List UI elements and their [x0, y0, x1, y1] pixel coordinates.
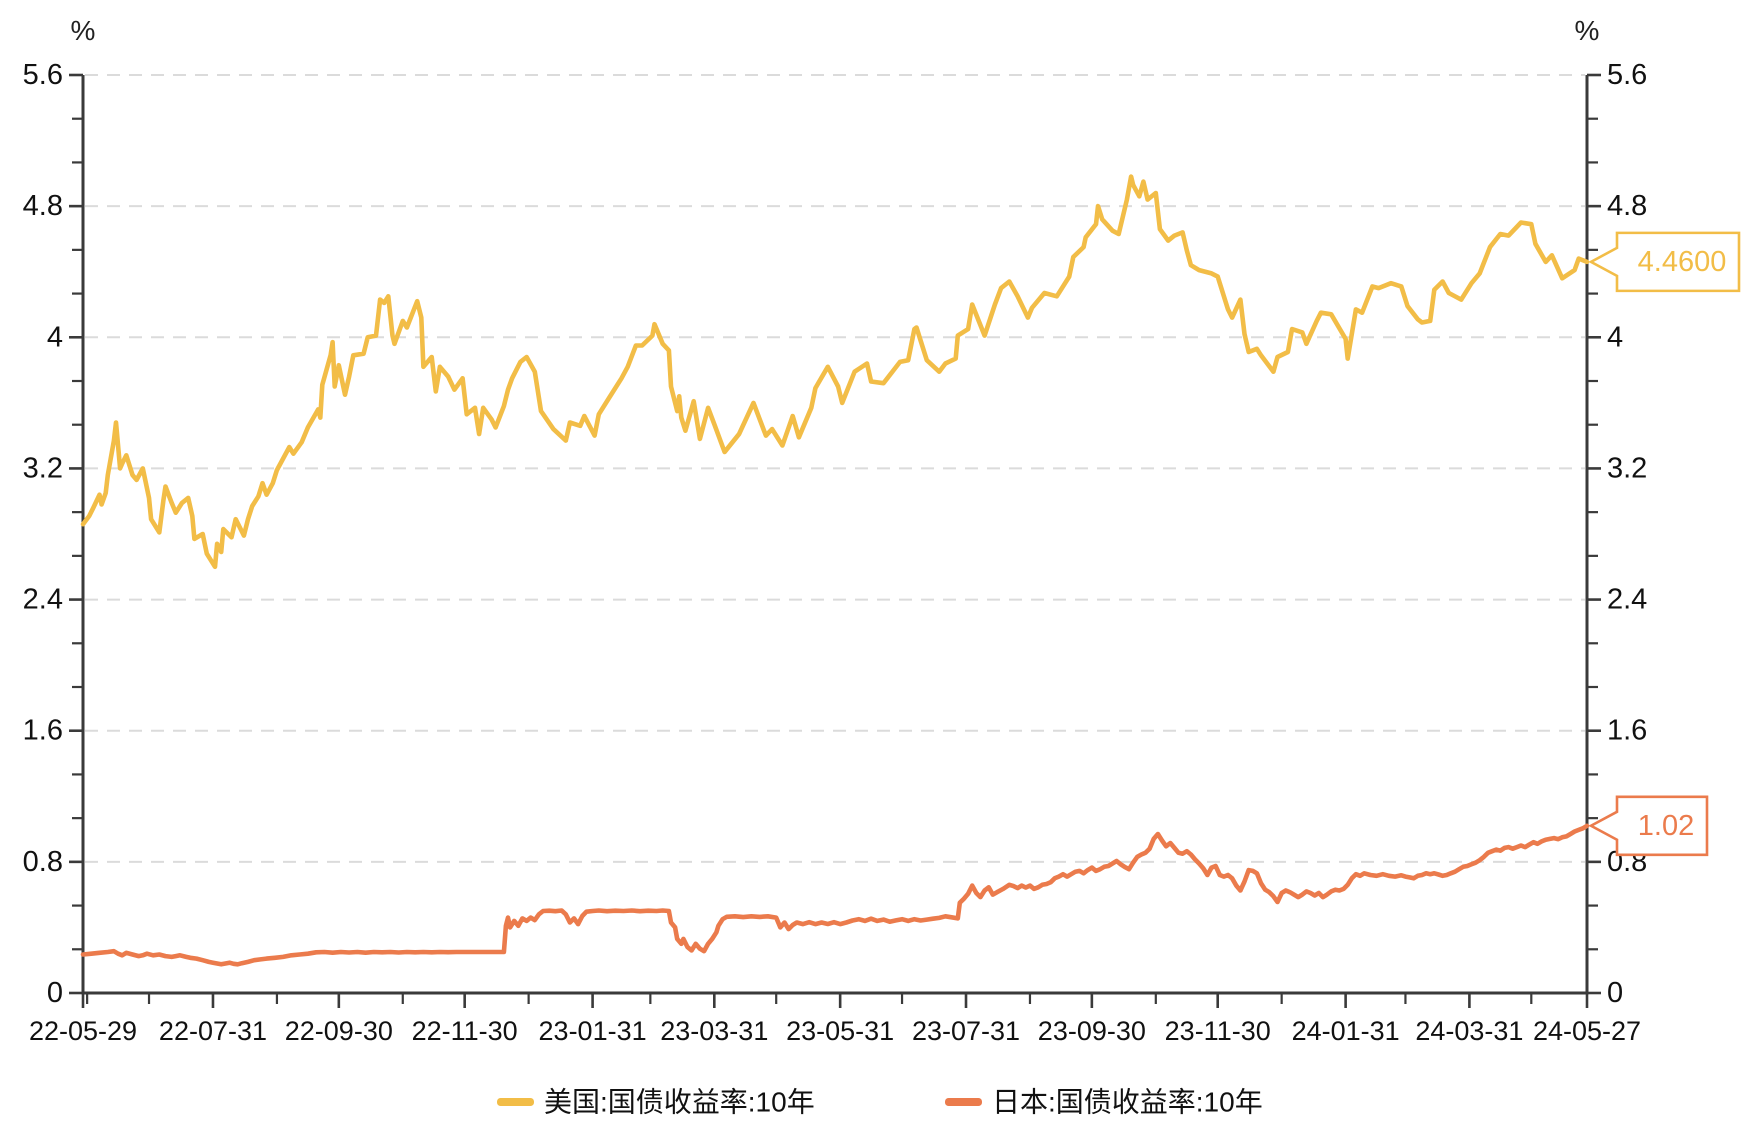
x-tick-label: 23-11-30 — [1165, 1016, 1271, 1046]
y-axis-left: 0 0.8 1.6 2.4 3.2 4 4.8 5.6 — [23, 59, 83, 1009]
legend-label-jp: 日本:国债收益率:10年 — [992, 1087, 1263, 1118]
y-tick-label-right: 4.8 — [1607, 190, 1647, 222]
legend-label-us: 美国:国债收益率:10年 — [544, 1087, 815, 1118]
x-axis: 22-05-29 22-07-31 22-09-30 22-11-30 23-01-31… — [29, 993, 1641, 1046]
x-tick-label: 22-05-29 — [29, 1016, 137, 1046]
y-tick-label-left: 0 — [47, 977, 63, 1009]
y-tick-label-left: 4.8 — [23, 190, 63, 222]
y-axis-unit-right: % — [1575, 15, 1600, 46]
y-tick-label-left: 3.2 — [23, 452, 63, 484]
y-tick-label-left: 1.6 — [23, 715, 63, 747]
y-axis-right: 00.81.62.43.244.85.6 — [1587, 59, 1647, 1009]
y-tick-label-left: 4 — [47, 321, 63, 353]
y-tick-label-right: 3.2 — [1607, 452, 1647, 484]
legend-swatch-us — [497, 1098, 534, 1106]
callout-jp-value: 1.02 — [1638, 810, 1694, 842]
x-tick-label: 23-01-31 — [539, 1016, 647, 1046]
callout-jp-flag-shape — [1588, 795, 1709, 857]
x-tick-label: 22-11-30 — [412, 1016, 518, 1046]
y-tick-label-right: 5.6 — [1607, 59, 1647, 91]
x-tick-label: 23-09-30 — [1038, 1016, 1146, 1046]
callout-us-last-value: 4.4600 — [1588, 231, 1741, 293]
x-tick-label: 24-05-27 — [1533, 1016, 1641, 1046]
y-tick-label-left: 2.4 — [23, 584, 63, 616]
series-us-line — [80, 174, 1590, 570]
x-tick-label: 24-01-31 — [1292, 1016, 1400, 1046]
y-tick-label-left: 0.8 — [23, 846, 63, 878]
y-tick-label-right: 0 — [1607, 977, 1623, 1009]
callout-us-value: 4.4600 — [1638, 246, 1727, 278]
legend-item-us[interactable]: 美国:国债收益率:10年 — [497, 1087, 815, 1118]
legend-item-jp[interactable]: 日本:国债收益率:10年 — [945, 1087, 1263, 1118]
y-tick-label-right: 2.4 — [1607, 584, 1647, 616]
y-tick-label-left: 5.6 — [23, 59, 63, 91]
legend-swatch-jp — [945, 1098, 982, 1106]
y-axis-unit-left: % — [71, 15, 96, 46]
legend: 美国:国债收益率:10年 日本:国债收益率:10年 — [497, 1087, 1263, 1118]
x-tick-label: 23-03-31 — [660, 1016, 768, 1046]
x-tick-label: 23-07-31 — [912, 1016, 1020, 1046]
y-tick-label-right: 1.6 — [1607, 715, 1647, 747]
series-jp-line — [80, 823, 1590, 967]
x-tick-label: 23-05-31 — [786, 1016, 894, 1046]
callout-jp-last-value: 1.02 — [1588, 795, 1709, 857]
x-tick-label: 22-07-31 — [159, 1016, 267, 1046]
axes — [81, 75, 1589, 995]
jp-yield-curve — [80, 823, 1590, 967]
us-yield-curve — [80, 174, 1590, 570]
x-tick-label: 24-03-31 — [1415, 1016, 1523, 1046]
callout-us-flag-shape — [1588, 231, 1741, 293]
gridlines — [85, 74, 1585, 863]
y-tick-label-right: 4 — [1607, 321, 1623, 353]
x-tick-label: 22-09-30 — [285, 1016, 393, 1046]
